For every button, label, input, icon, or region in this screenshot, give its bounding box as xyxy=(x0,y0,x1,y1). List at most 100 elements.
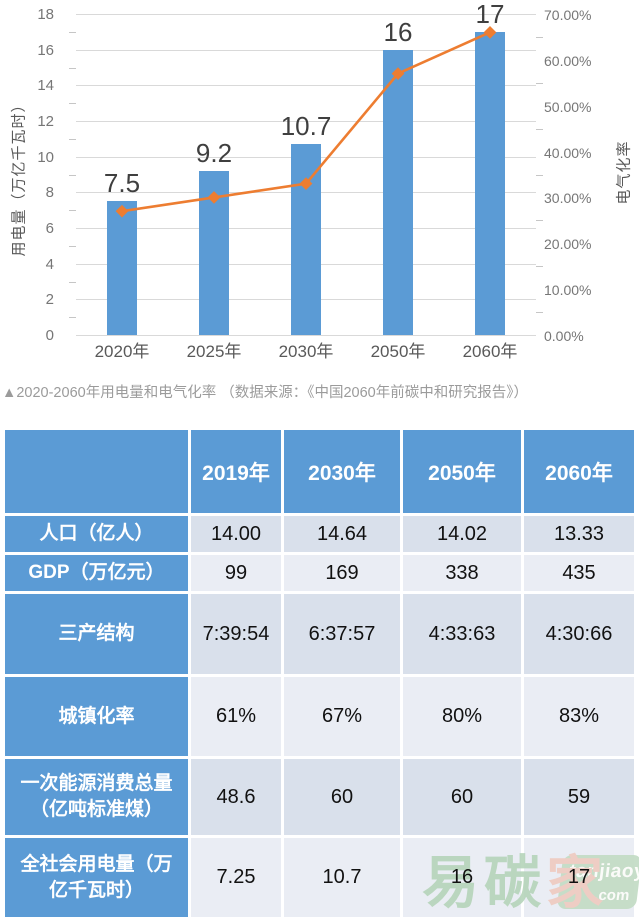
table-header-cell: 2030年 xyxy=(284,430,400,513)
cell-value: 61% xyxy=(215,705,257,727)
row-label-cell: 全社会用电量（万亿千瓦时） xyxy=(5,838,188,917)
cell-value: 80% xyxy=(441,705,483,727)
right-minor-tick xyxy=(536,174,543,176)
y-tick-label-right: 30.00% xyxy=(544,190,592,207)
cell-value: 7:39:54 xyxy=(202,622,270,645)
table-cell: 99 xyxy=(191,555,281,591)
cell-value: 99 xyxy=(224,561,248,584)
table-cell: 67% xyxy=(284,677,400,756)
left-minor-tick xyxy=(69,245,76,247)
y-tick-label-left: 6 xyxy=(45,220,54,237)
right-minor-tick xyxy=(536,266,543,268)
left-minor-tick xyxy=(69,210,76,212)
table-cell: 61% xyxy=(191,677,281,756)
right-minor-tick xyxy=(536,36,543,38)
y-tick-label-left: 4 xyxy=(45,255,54,273)
y-tick-label-right: 70.00% xyxy=(544,7,592,23)
cell-value: 67% xyxy=(321,705,363,727)
x-tick-label: 2020年 xyxy=(94,342,150,361)
gridline xyxy=(76,49,536,51)
y-tick-label-left: 16 xyxy=(37,41,54,59)
cell-value: 16 xyxy=(450,866,474,888)
row-label-cell: GDP（万亿元） xyxy=(5,555,188,591)
gridline xyxy=(76,121,536,122)
cell-value: 59 xyxy=(567,785,591,808)
bar xyxy=(291,144,321,335)
bar-value-label: 10.7 xyxy=(280,111,332,142)
y-tick-label-right: 60.00% xyxy=(544,52,592,69)
cell-value: 13.33 xyxy=(553,522,605,545)
header-label: 2050年 xyxy=(428,461,496,485)
right-minor-tick xyxy=(536,82,543,84)
cell-value: 14.64 xyxy=(316,522,368,545)
y-tick-label-right: 50.00% xyxy=(544,98,592,115)
table-cell: 14.00 xyxy=(191,516,281,552)
left-minor-tick xyxy=(69,67,76,69)
y-tick-label-left: 12 xyxy=(37,113,54,130)
x-tick-label: 2030年 xyxy=(278,342,334,361)
table-cell: 60 xyxy=(403,759,521,835)
row-label-cell: 人口（亿人） xyxy=(5,516,188,552)
bar xyxy=(475,31,505,335)
table-cell: 13.33 xyxy=(524,516,634,552)
y-tick-label-left: 18 xyxy=(37,6,54,23)
line-marker xyxy=(207,191,221,204)
table-corner-cell xyxy=(5,430,188,513)
right-minor-tick xyxy=(536,220,543,222)
row-label-cell: 三产结构 xyxy=(5,594,188,674)
table-cell: 10.7 xyxy=(284,838,400,917)
header-label: 2030年 xyxy=(308,461,376,485)
row-label-cell: 城镇化率 xyxy=(5,677,188,756)
cell-value: 10.7 xyxy=(322,866,362,888)
left-minor-tick xyxy=(69,103,76,105)
y-tick-label-right: 0.00% xyxy=(544,328,584,344)
row-label: 全社会用电量（万亿千瓦时） xyxy=(20,853,173,901)
line-series xyxy=(115,25,497,218)
row-label: 三产结构 xyxy=(58,623,135,645)
table-cell: 14.64 xyxy=(284,516,400,552)
table-cell: 4:33:63 xyxy=(403,594,521,674)
cell-value: 48.6 xyxy=(216,785,256,808)
table-cell: 4:30:66 xyxy=(524,594,634,674)
bar-value-label: 9.2 xyxy=(195,137,233,168)
y-tick-label-left: 10 xyxy=(37,148,54,166)
cell-value: 7.25 xyxy=(216,866,256,888)
table-cell: 6:37:57 xyxy=(284,594,400,674)
bar xyxy=(383,49,413,335)
cell-value: 4:30:66 xyxy=(545,622,613,645)
row-label-cell: 一次能源消费总量（亿吨标准煤） xyxy=(5,759,188,835)
x-tick-label: 2025年 xyxy=(186,342,242,361)
bar-value-label: 16 xyxy=(383,16,413,47)
table-cell: 7.25 xyxy=(191,838,281,917)
row-label: 城镇化率 xyxy=(58,705,135,727)
cell-value: 17 xyxy=(567,866,591,888)
y-tick-label-left: 8 xyxy=(45,184,54,202)
gridline xyxy=(76,85,536,87)
table-cell: 16 xyxy=(403,838,521,917)
line-marker xyxy=(391,67,405,80)
gridline xyxy=(76,335,536,336)
bar xyxy=(107,201,137,335)
row-label: 人口（亿人） xyxy=(39,523,154,545)
table-cell: 83% xyxy=(524,677,634,756)
cell-value: 14.02 xyxy=(436,522,488,545)
table-cell: 60 xyxy=(284,759,400,835)
y-tick-label-right: 10.00% xyxy=(544,282,592,299)
y-tick-label-left: 2 xyxy=(45,291,54,309)
cell-value: 60 xyxy=(450,785,474,808)
bar-value-label: 7.5 xyxy=(103,168,141,199)
x-tick-label: 2060年 xyxy=(462,342,518,361)
figure-caption: ▲2020-2060年用电量和电气化率 （数据来源：《中国2060年前碳中和研究… xyxy=(2,385,528,401)
cell-value: 83% xyxy=(558,705,600,727)
header-label: 2019年 xyxy=(202,461,270,485)
table-cell: 169 xyxy=(284,555,400,591)
row-label: GDP（万亿元） xyxy=(28,562,165,584)
table-cell: 7:39:54 xyxy=(191,594,281,674)
table-cell: 80% xyxy=(403,677,521,756)
right-minor-tick xyxy=(536,312,543,314)
table-cell: 435 xyxy=(524,555,634,591)
table-cell: 338 xyxy=(403,555,521,591)
table-cell: 17 xyxy=(524,838,634,917)
left-minor-tick xyxy=(69,281,76,283)
